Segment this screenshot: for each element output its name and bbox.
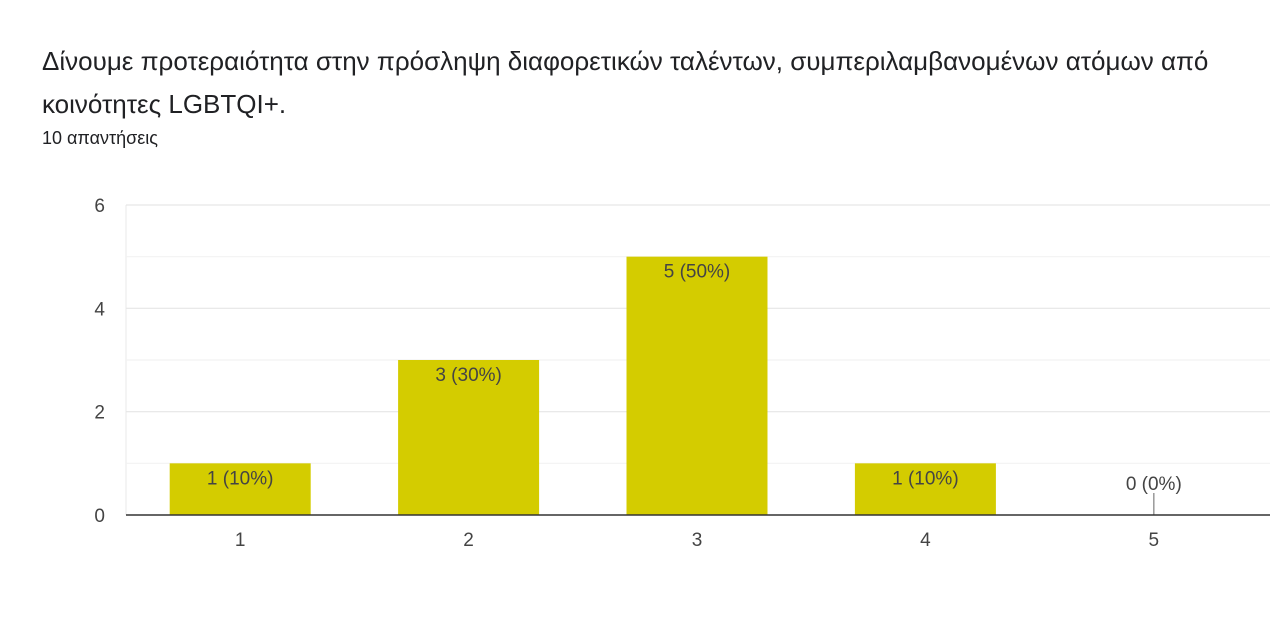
- bar-3: [626, 256, 768, 515]
- bar-1: [169, 463, 311, 515]
- y-tick-label: 4: [94, 299, 105, 320]
- x-tick-label: 2: [463, 530, 474, 551]
- y-tick-label: 6: [94, 196, 105, 217]
- data-label-3: 5 (50%): [664, 262, 731, 283]
- question-title: Δίνουμε προτεραιότητα στην πρόσληψη διαφ…: [42, 46, 1209, 119]
- bar-4: [854, 463, 996, 515]
- data-label-4: 1 (10%): [892, 468, 959, 489]
- bar-2: [398, 360, 540, 515]
- x-tick-label: 1: [235, 530, 246, 551]
- response-count: 10 απαντήσεις: [42, 128, 158, 148]
- x-tick-label: 3: [692, 530, 703, 551]
- data-label-5: 0 (0%): [1126, 474, 1182, 495]
- x-tick-label: 5: [1149, 530, 1160, 551]
- y-tick-label: 0: [94, 506, 105, 527]
- data-label-1: 1 (10%): [207, 468, 274, 489]
- x-tick-label: 4: [920, 530, 931, 551]
- y-tick-label: 2: [94, 403, 105, 424]
- data-label-2: 3 (30%): [435, 365, 502, 386]
